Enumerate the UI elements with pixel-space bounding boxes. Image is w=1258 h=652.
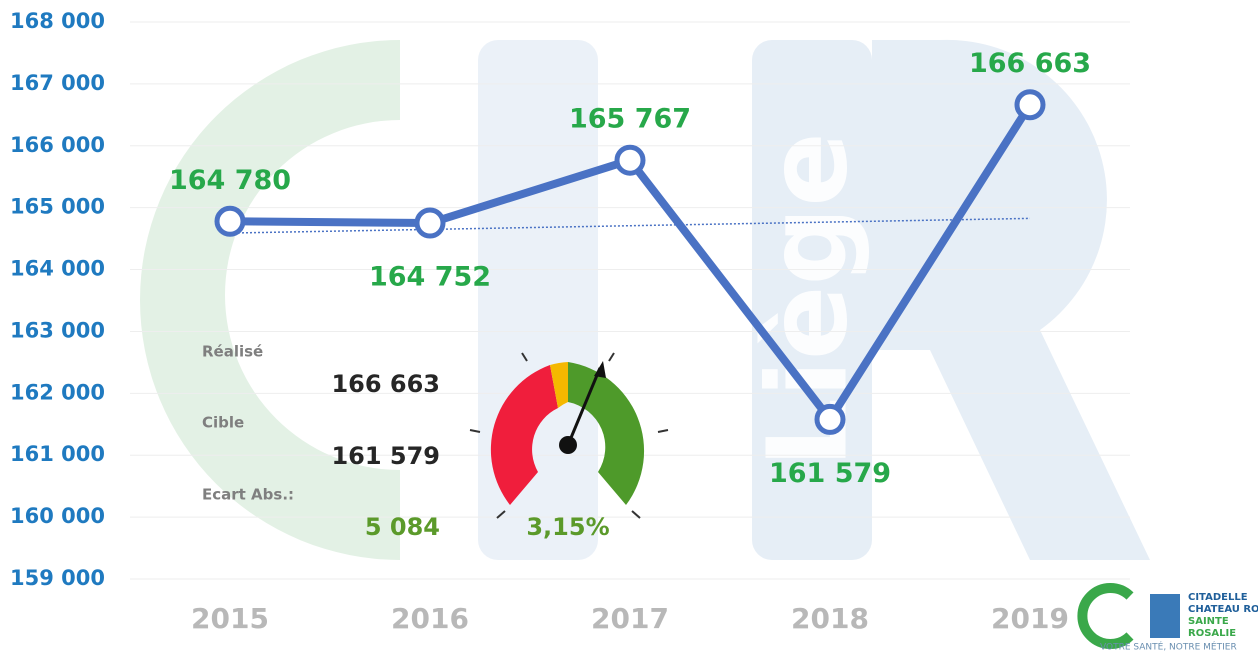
y-tick-label: 161 000 xyxy=(10,442,105,466)
y-tick-label: 162 000 xyxy=(10,380,105,404)
x-tick-label: 2018 xyxy=(791,602,869,635)
watermark-c xyxy=(140,40,400,560)
value-label: 165 767 xyxy=(569,104,691,135)
point xyxy=(817,406,843,432)
kpi-value: 166 663 xyxy=(331,370,440,398)
point xyxy=(217,208,243,234)
y-tick-label: 165 000 xyxy=(10,195,105,219)
x-tick-label: 2019 xyxy=(991,602,1069,635)
value-label: 161 579 xyxy=(769,458,891,489)
point xyxy=(617,147,643,173)
y-tick-label: 159 000 xyxy=(10,566,105,590)
y-tick-label: 168 000 xyxy=(10,9,105,33)
kpi-value: 161 579 xyxy=(331,442,440,470)
kpi-value: 5 084 xyxy=(365,513,440,541)
y-tick-label: 163 000 xyxy=(10,318,105,342)
y-tick-label: 167 000 xyxy=(10,71,105,95)
logo-text: CITADELLE xyxy=(1188,592,1248,603)
kpi-label: Réalisé xyxy=(202,343,263,361)
x-tick-label: 2017 xyxy=(591,602,669,635)
value-label: 166 663 xyxy=(969,48,1091,79)
logo-text: SAINTE xyxy=(1188,616,1229,627)
value-label: 164 780 xyxy=(169,165,291,196)
x-tick-label: 2016 xyxy=(391,602,469,635)
y-tick-label: 164 000 xyxy=(10,257,105,281)
watermark-r-bowl xyxy=(872,40,1150,560)
y-tick-label: 160 000 xyxy=(10,504,105,528)
chart: Liège 159 000 160 000 161 000 162 000 163 00… xyxy=(0,0,1258,652)
gauge-hub xyxy=(559,436,577,454)
kpi-label: Cible xyxy=(202,414,244,432)
logo-tagline: VOTRE SANTÉ, NOTRE MÉTIER xyxy=(1100,641,1237,652)
logo: CITADELLE CHATEAU ROUGE SAINTE ROSALIE V… xyxy=(1082,588,1258,652)
point xyxy=(417,210,443,236)
y-tick-label: 166 000 xyxy=(10,133,105,157)
logo-text: CHATEAU ROUGE xyxy=(1188,604,1258,615)
value-label: 164 752 xyxy=(369,262,491,293)
x-tick-label: 2015 xyxy=(191,602,269,635)
kpi-label: Ecart Abs.: xyxy=(202,486,294,504)
logo-c xyxy=(1082,588,1130,644)
logo-h xyxy=(1150,594,1180,638)
watermark-city: Liège xyxy=(743,132,871,468)
kpi-percent: 3,15% xyxy=(526,513,609,541)
point xyxy=(1017,92,1043,118)
logo-text: ROSALIE xyxy=(1188,628,1236,639)
